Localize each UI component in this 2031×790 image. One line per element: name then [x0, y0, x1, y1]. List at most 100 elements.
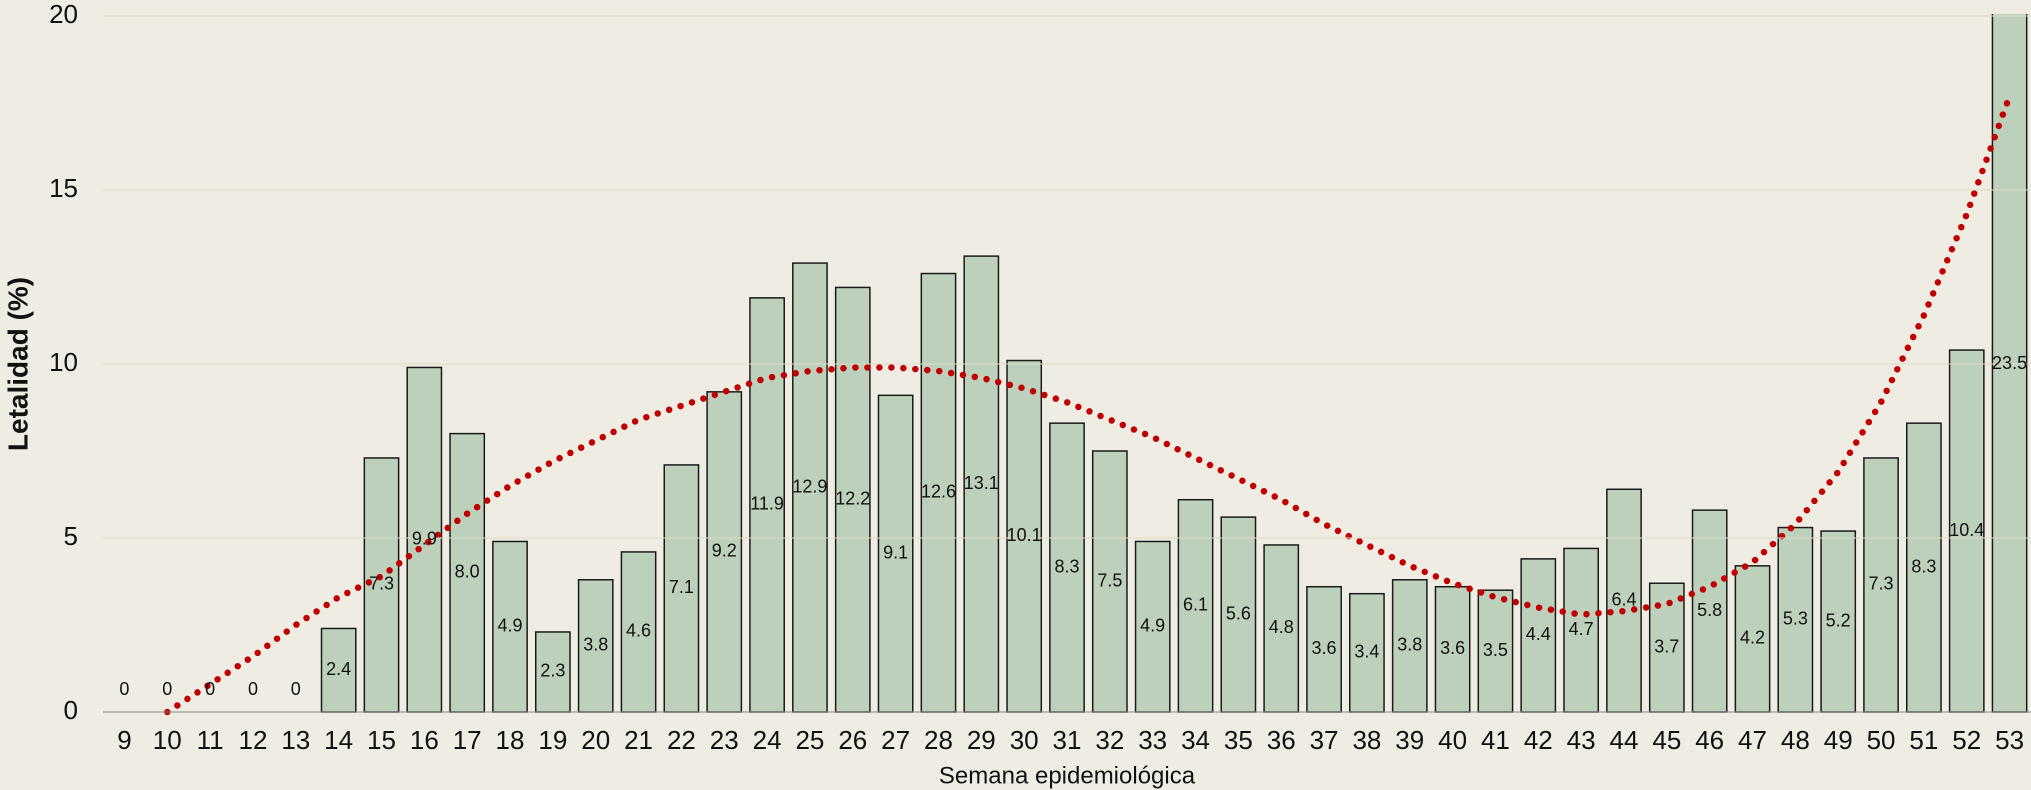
y-tick-label: 5 — [64, 521, 78, 551]
data-label: 5.3 — [1783, 609, 1808, 629]
bar — [1306, 585, 1342, 713]
data-label: 0 — [119, 679, 129, 699]
data-label: 4.7 — [1569, 619, 1594, 639]
bar — [1734, 565, 1771, 713]
data-label: 0 — [291, 679, 301, 699]
x-tick-label: 19 — [538, 725, 567, 755]
x-tick-label: 11 — [197, 725, 224, 755]
bar — [1563, 547, 1600, 713]
bar — [320, 627, 357, 713]
plot-area — [164, 14, 2028, 716]
x-tick-label: 9 — [117, 725, 131, 755]
bar — [1134, 540, 1171, 713]
x-tick-label: 43 — [1567, 725, 1596, 755]
data-label: 4.4 — [1526, 624, 1551, 644]
data-label: 7.5 — [1097, 570, 1122, 590]
x-tick-label: 18 — [496, 725, 525, 755]
y-axis-title: Letalidad (%) — [2, 277, 33, 451]
bar — [1820, 530, 1857, 713]
x-tick-label: 51 — [1909, 725, 1938, 755]
data-label: 5.8 — [1697, 600, 1722, 620]
data-label: 8.3 — [1054, 556, 1079, 576]
bar — [1006, 359, 1043, 713]
data-label: 10.1 — [1007, 525, 1042, 545]
data-label: 8.3 — [1911, 556, 1936, 576]
bar — [834, 286, 871, 713]
x-tick-label: 42 — [1524, 725, 1553, 755]
x-tick-label: 23 — [710, 725, 739, 755]
x-tick-label: 21 — [624, 725, 653, 755]
bar — [1991, 14, 2028, 713]
data-label: 8.0 — [455, 562, 480, 582]
x-tick-label: 50 — [1867, 725, 1896, 755]
data-label: 9.9 — [412, 528, 437, 548]
x-tick-label: 36 — [1267, 725, 1296, 755]
x-tick-label: 52 — [1952, 725, 1981, 755]
data-label: 12.9 — [792, 476, 827, 496]
bar — [920, 272, 957, 713]
bar — [577, 579, 614, 713]
data-label: 23.5 — [1992, 353, 2027, 373]
data-label: 0 — [248, 679, 258, 699]
data-label: 6.1 — [1183, 595, 1208, 615]
bar — [1520, 558, 1557, 713]
data-label: 3.7 — [1654, 636, 1679, 656]
data-label: 4.8 — [1269, 617, 1294, 637]
x-tick-label: 48 — [1781, 725, 1810, 755]
x-tick-label: 15 — [367, 725, 396, 755]
data-label: 5.2 — [1826, 610, 1851, 630]
x-tick-label: 37 — [1310, 725, 1339, 755]
data-label: 3.4 — [1354, 642, 1379, 662]
bar — [1906, 422, 1942, 713]
x-tick-label: 47 — [1738, 725, 1767, 755]
x-tick-label: 45 — [1652, 725, 1681, 755]
x-tick-label: 33 — [1138, 725, 1167, 755]
bar — [1177, 498, 1214, 713]
data-label: 4.2 — [1740, 628, 1765, 648]
x-axis-title: Semana epidemiológica — [939, 762, 1196, 789]
data-label: 9.2 — [712, 541, 737, 561]
data-label: 12.2 — [835, 488, 870, 508]
data-label: 6.4 — [1611, 589, 1636, 609]
bar — [1391, 579, 1428, 713]
data-label: 2.3 — [540, 661, 565, 681]
data-label: 5.6 — [1226, 603, 1251, 623]
x-tick-label: 29 — [967, 725, 996, 755]
bar — [963, 255, 1000, 713]
data-label: 3.6 — [1312, 638, 1337, 658]
x-tick-label: 16 — [410, 725, 439, 755]
data-label: 2.4 — [326, 659, 351, 679]
x-tick-label: 25 — [795, 725, 824, 755]
data-label: 7.1 — [669, 577, 694, 597]
trendline — [164, 92, 2013, 716]
data-label: 3.6 — [1440, 638, 1465, 658]
data-label: 13.1 — [964, 473, 999, 493]
x-tick-label: 34 — [1181, 725, 1210, 755]
bar — [1948, 349, 1985, 713]
x-tick-label: 40 — [1438, 725, 1467, 755]
x-tick-label: 22 — [667, 725, 696, 755]
data-label: 7.3 — [1869, 574, 1894, 594]
data-label: 3.8 — [583, 635, 608, 655]
bar — [1606, 488, 1642, 713]
bar — [1263, 544, 1300, 713]
bar — [1049, 422, 1085, 713]
data-label: 11.9 — [750, 494, 784, 514]
x-tick-label: 28 — [924, 725, 953, 755]
bar — [1349, 592, 1385, 713]
x-tick-label: 32 — [1095, 725, 1124, 755]
data-label: 9.1 — [883, 542, 908, 562]
x-tick-label: 17 — [453, 725, 482, 755]
y-tick-label: 15 — [49, 173, 78, 203]
x-tick-label: 10 — [153, 725, 182, 755]
x-tick-label: 53 — [1995, 725, 2024, 755]
x-tick-label: 14 — [324, 725, 353, 755]
bar — [1220, 516, 1257, 713]
bar — [1091, 450, 1128, 713]
x-tick-label: 44 — [1610, 725, 1639, 755]
x-tick-label: 27 — [881, 725, 910, 755]
bar — [663, 464, 700, 713]
bar — [1434, 585, 1471, 713]
data-label: 3.5 — [1483, 640, 1508, 660]
